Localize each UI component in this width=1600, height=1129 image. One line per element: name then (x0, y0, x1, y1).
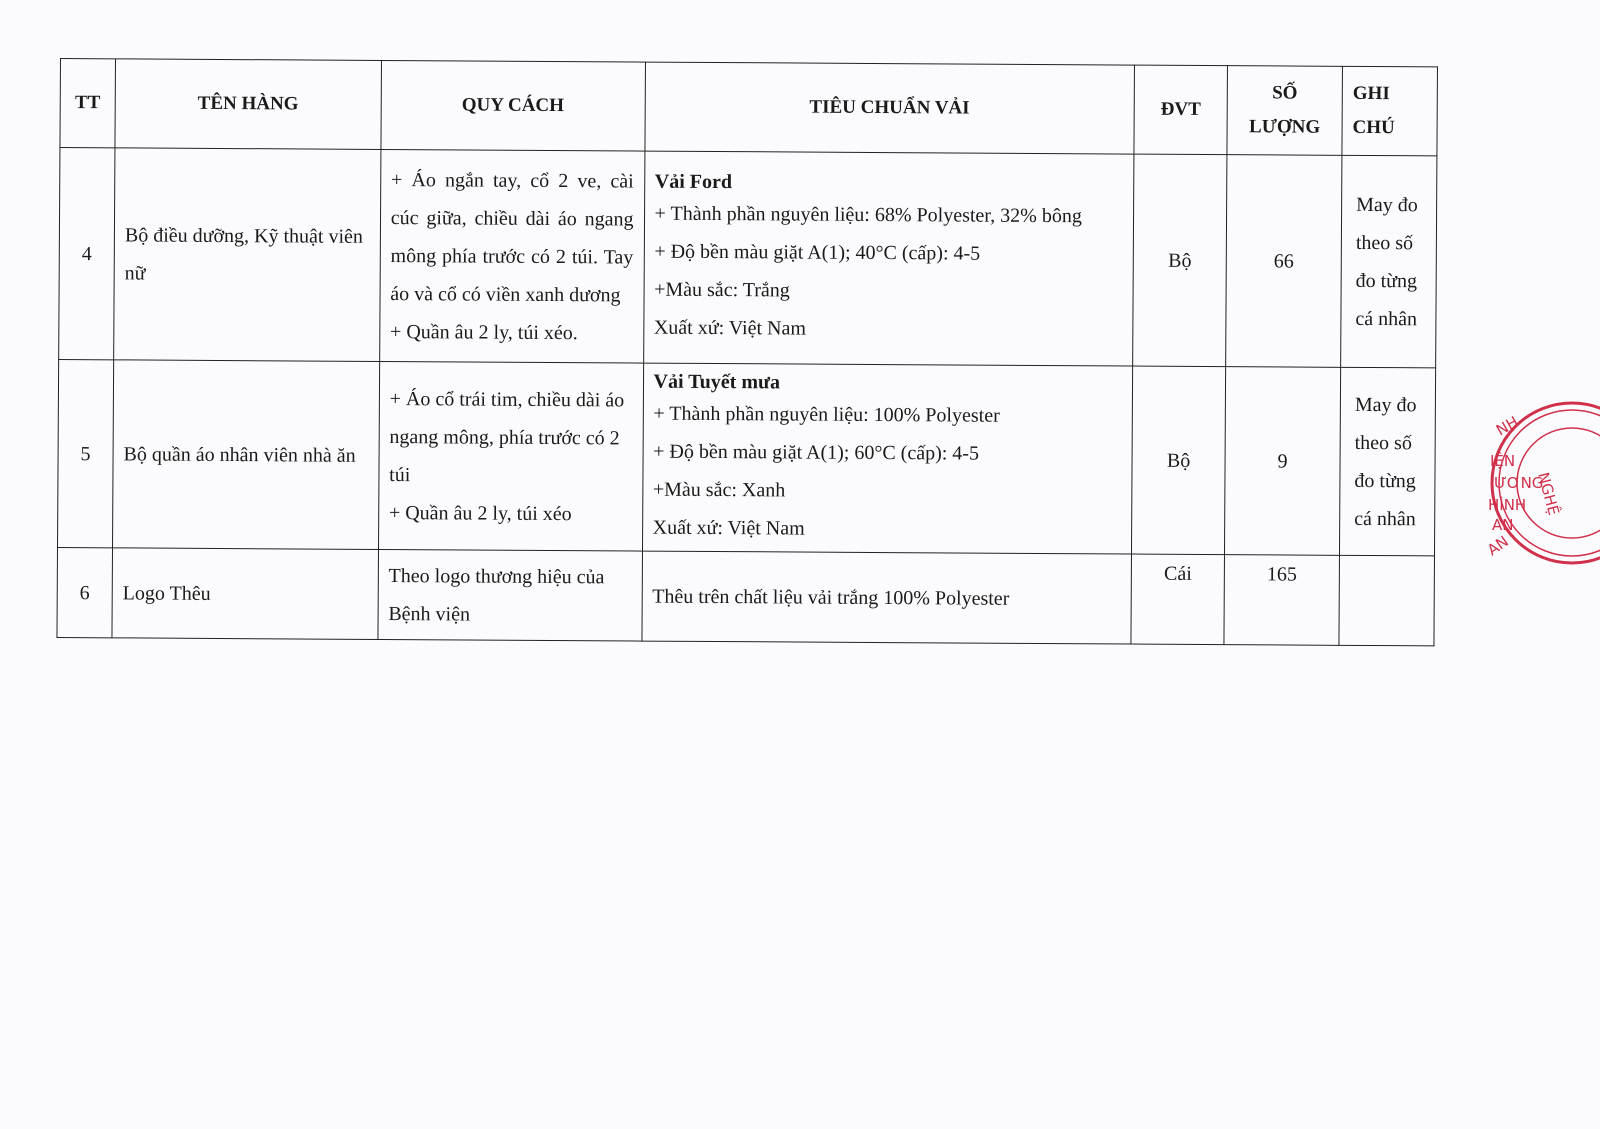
header-so-luong: SỐ LƯỢNG (1226, 65, 1343, 156)
fabric-line: +Màu sắc: Trắng (654, 278, 790, 301)
fabric-line: +Màu sắc: Xanh (652, 478, 786, 501)
cell-so-luong: 9 (1224, 366, 1341, 556)
svg-text:ƯƠNG: ƯƠNG (1494, 474, 1543, 492)
cell-quy-cach: + Áo cổ trái tim, chiều dài áo ngang môn… (378, 361, 644, 552)
cell-dvt: Cái (1131, 554, 1225, 645)
table-row: 6 Logo Thêu Theo logo thương hiệu của Bệ… (56, 547, 1435, 646)
cell-tieu-chuan: Vải Tuyết mưa + Thành phần nguyên liệu: … (642, 363, 1133, 555)
svg-text:HÌNH: HÌNH (1488, 495, 1526, 514)
cell-ghi-chu (1338, 555, 1435, 646)
fabric-name: Vải Tuyết mưa (653, 370, 781, 393)
fabric-line: Xuất xứ: Việt Nam (653, 316, 806, 340)
cell-dvt: Bộ (1131, 366, 1226, 555)
spec-line: + Áo cổ trái tim, chiều dài áo ngang môn… (389, 387, 625, 486)
cell-tieu-chuan: Thêu trên chất liệu vải trắng 100% Polye… (641, 551, 1132, 645)
cell-tt: 4 (58, 147, 115, 360)
table-header-row: TT TÊN HÀNG QUY CÁCH TIÊU CHUẨN VẢI ĐVT … (59, 58, 1438, 156)
header-ghi-chu-line2: CHÚ (1352, 116, 1395, 139)
header-quy-cach: QUY CÁCH (380, 60, 646, 152)
cell-tieu-chuan: Vải Ford + Thành phần nguyên liệu: 68% P… (643, 151, 1134, 367)
svg-text:IỆN: IỆN (1490, 451, 1515, 470)
cell-dvt: Bộ (1132, 154, 1227, 367)
svg-text:NGHỆ: NGHỆ (1534, 470, 1564, 517)
cell-so-luong: 66 (1225, 154, 1342, 368)
header-so-luong-line2: LƯỢNG (1248, 116, 1321, 138)
fabric-name: Vải Ford (654, 170, 733, 193)
header-tieu-chuan: TIÊU CHUẨN VẢI (644, 62, 1135, 155)
spec-line: + Áo ngắn tay, cổ 2 ve, cài cúc giữa, ch… (390, 168, 634, 306)
header-so-luong-line1: SỐ (1272, 82, 1298, 104)
cell-ten-hang: Bộ quần áo nhân viên nhà ăn (112, 359, 380, 550)
fabric-line: + Độ bền màu giặt A(1); 40°C (cấp): 4-5 (654, 240, 981, 265)
cell-ghi-chu: May đo theo số đo từng cá nhân (1339, 367, 1436, 556)
cell-quy-cach: + Áo ngắn tay, cổ 2 ve, cài cúc giữa, ch… (379, 149, 645, 364)
cell-ten-hang: Bộ điều dưỡng, Kỹ thuật viên nữ (113, 147, 381, 362)
cell-so-luong: 165 (1223, 554, 1340, 646)
fabric-line: + Độ bền màu giặt A(1); 60°C (cấp): 4-5 (653, 440, 980, 465)
cell-tt: 6 (56, 547, 113, 638)
spec-line: + Quần âu 2 ly, túi xéo (388, 501, 572, 525)
header-ghi-chu-line1: GHI (1352, 82, 1390, 105)
table-row: 5 Bộ quần áo nhân viên nhà ăn + Áo cổ tr… (57, 359, 1436, 556)
header-dvt: ĐVT (1133, 65, 1228, 155)
red-seal-stamp: NH IỆN ƯƠNG HÌNH AN AN NGHỆ (1484, 401, 1600, 565)
cell-ghi-chu: May đo theo số đo từng cá nhân (1340, 155, 1437, 368)
cell-tt: 5 (57, 359, 114, 548)
goods-specification-table: TT TÊN HÀNG QUY CÁCH TIÊU CHUẨN VẢI ĐVT … (56, 58, 1438, 646)
svg-text:AN: AN (1492, 516, 1513, 534)
cell-ten-hang: Logo Thêu (111, 547, 379, 640)
fabric-line: Xuất xứ: Việt Nam (652, 516, 805, 540)
spec-line: + Quần âu 2 ly, túi xéo. (390, 320, 578, 344)
header-tt: TT (59, 58, 116, 148)
fabric-line: + Thành phần nguyên liệu: 68% Polyester,… (654, 202, 1082, 227)
fabric-line: + Thành phần nguyên liệu: 100% Polyester (653, 402, 1000, 427)
header-ten-hang: TÊN HÀNG (114, 58, 382, 150)
header-ghi-chu: GHI CHÚ (1341, 66, 1438, 156)
svg-text:AN: AN (1484, 532, 1512, 559)
table-row: 4 Bộ điều dưỡng, Kỹ thuật viên nữ + Áo n… (58, 147, 1437, 368)
cell-quy-cach: Theo logo thương hiệu của Bệnh viện (377, 549, 643, 642)
